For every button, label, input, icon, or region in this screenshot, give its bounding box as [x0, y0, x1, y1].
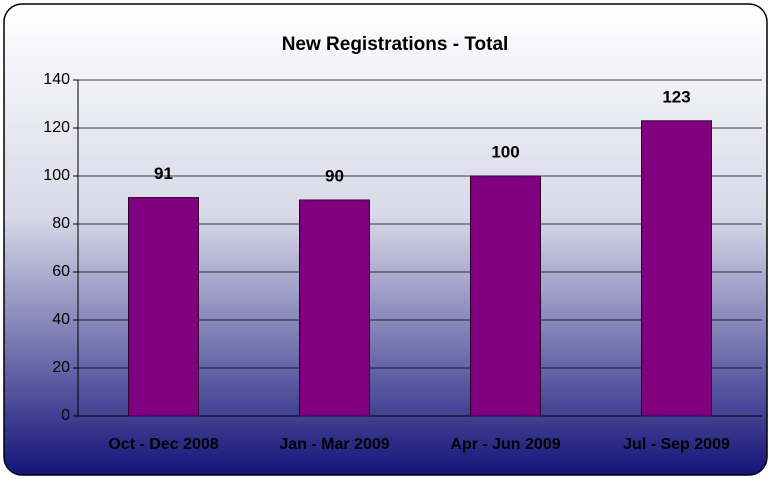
data-label: 91 [154, 164, 173, 183]
y-tick-label: 20 [52, 359, 70, 376]
x-tick-label: Jan - Mar 2009 [279, 436, 389, 453]
chart-title: New Registrations - Total [282, 34, 509, 55]
data-label: 90 [325, 166, 344, 185]
bar [128, 197, 199, 417]
x-tick-label: Apr - Jun 2009 [450, 436, 560, 453]
y-tick-label: 100 [43, 167, 70, 184]
data-label: 100 [491, 142, 519, 161]
y-tick-label: 60 [52, 263, 70, 280]
bar [641, 120, 712, 417]
bar [470, 175, 541, 417]
y-tick-label: 40 [52, 311, 70, 328]
y-tick-label: 140 [43, 71, 70, 88]
y-tick-label: 0 [61, 407, 70, 424]
bar [299, 199, 370, 417]
y-tick-label: 120 [43, 119, 70, 136]
x-tick-label: Jul - Sep 2009 [623, 436, 730, 453]
x-tick-label: Oct - Dec 2008 [108, 436, 218, 453]
data-label: 123 [662, 87, 690, 106]
y-tick-label: 80 [52, 215, 70, 232]
